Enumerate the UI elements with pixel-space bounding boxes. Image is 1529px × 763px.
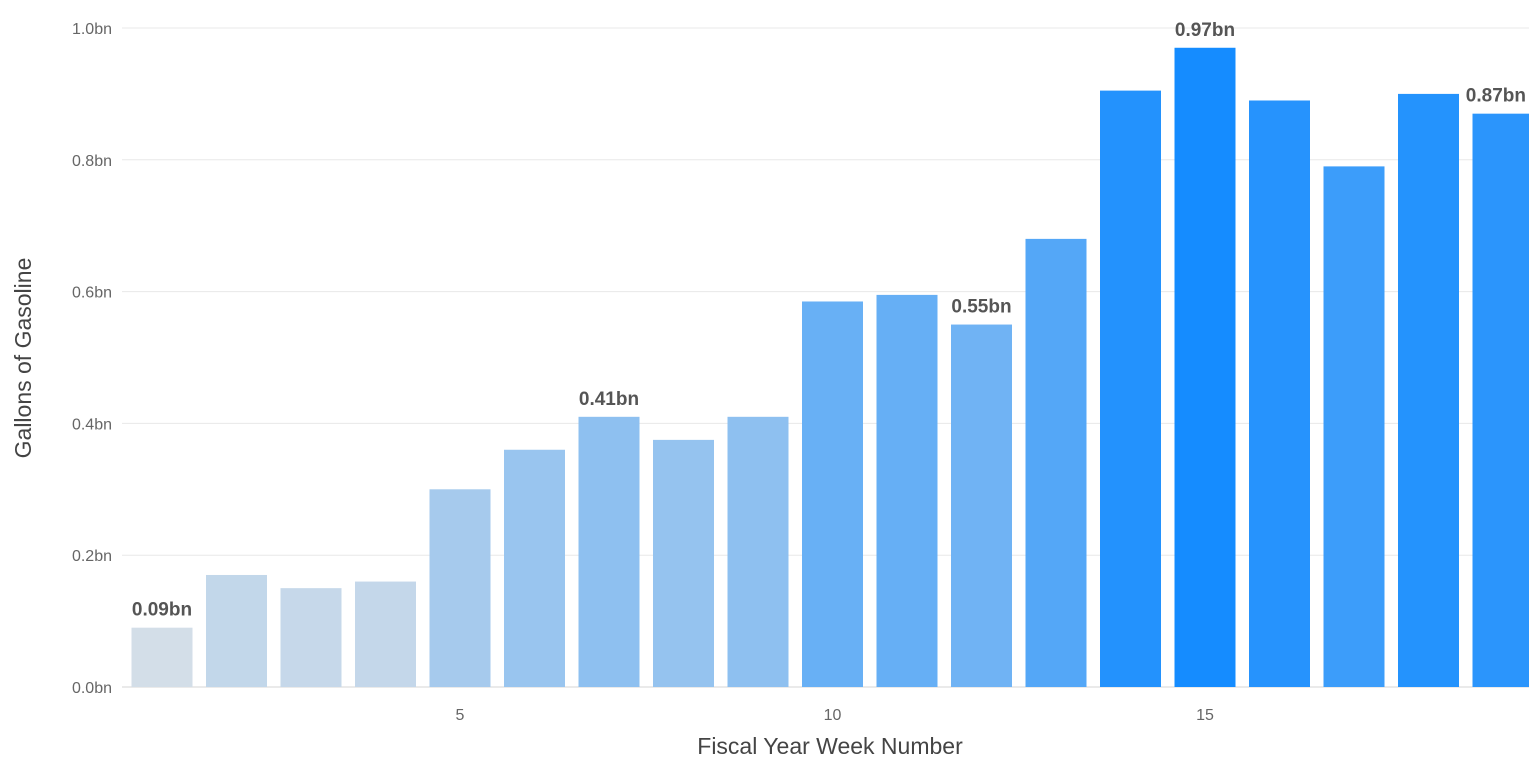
bar [1472,113,1529,688]
data-label: 0.55bn [951,297,1011,318]
x-tick-label: 5 [456,707,465,724]
bar [1025,238,1087,687]
bar [429,489,491,687]
x-axis-title: Fiscal Year Week Number [697,733,963,759]
bar [1398,93,1459,687]
bar [504,449,565,687]
y-tick-label: 0.0bn [72,680,112,697]
bar [578,416,640,687]
data-label: 0.09bn [132,600,192,621]
y-axis-title: Gallons of Gasoline [10,258,36,459]
bar [1323,166,1385,687]
y-tick-label: 0.2bn [72,548,112,565]
y-tick-label: 0.8bn [72,153,112,170]
y-tick-label: 1.0bn [72,21,112,38]
bar [802,301,863,687]
bars [131,47,1529,688]
bar [1174,47,1236,687]
bar [653,439,714,687]
bar [355,581,416,687]
x-axis-ticks: 5 10 15 [456,707,1214,724]
data-labels: 0.09bn 0.41bn 0.55bn 0.97bn 0.87bn [132,20,1526,621]
bar [876,294,938,687]
bar [1249,100,1310,688]
x-tick-label: 10 [824,707,842,724]
data-label: 0.87bn [1466,86,1526,107]
y-tick-label: 0.6bn [72,285,112,302]
data-label: 0.41bn [579,389,639,410]
bar [280,588,342,687]
x-tick-label: 15 [1196,707,1214,724]
bar [206,574,267,687]
y-axis-ticks: 0.0bn 0.2bn 0.4bn 0.6bn 0.8bn 1.0bn [72,21,112,697]
y-tick-label: 0.4bn [72,416,112,433]
data-label: 0.97bn [1175,20,1235,41]
bar [131,627,193,687]
bar [951,324,1012,687]
bar [1100,90,1161,688]
bar [727,416,789,687]
